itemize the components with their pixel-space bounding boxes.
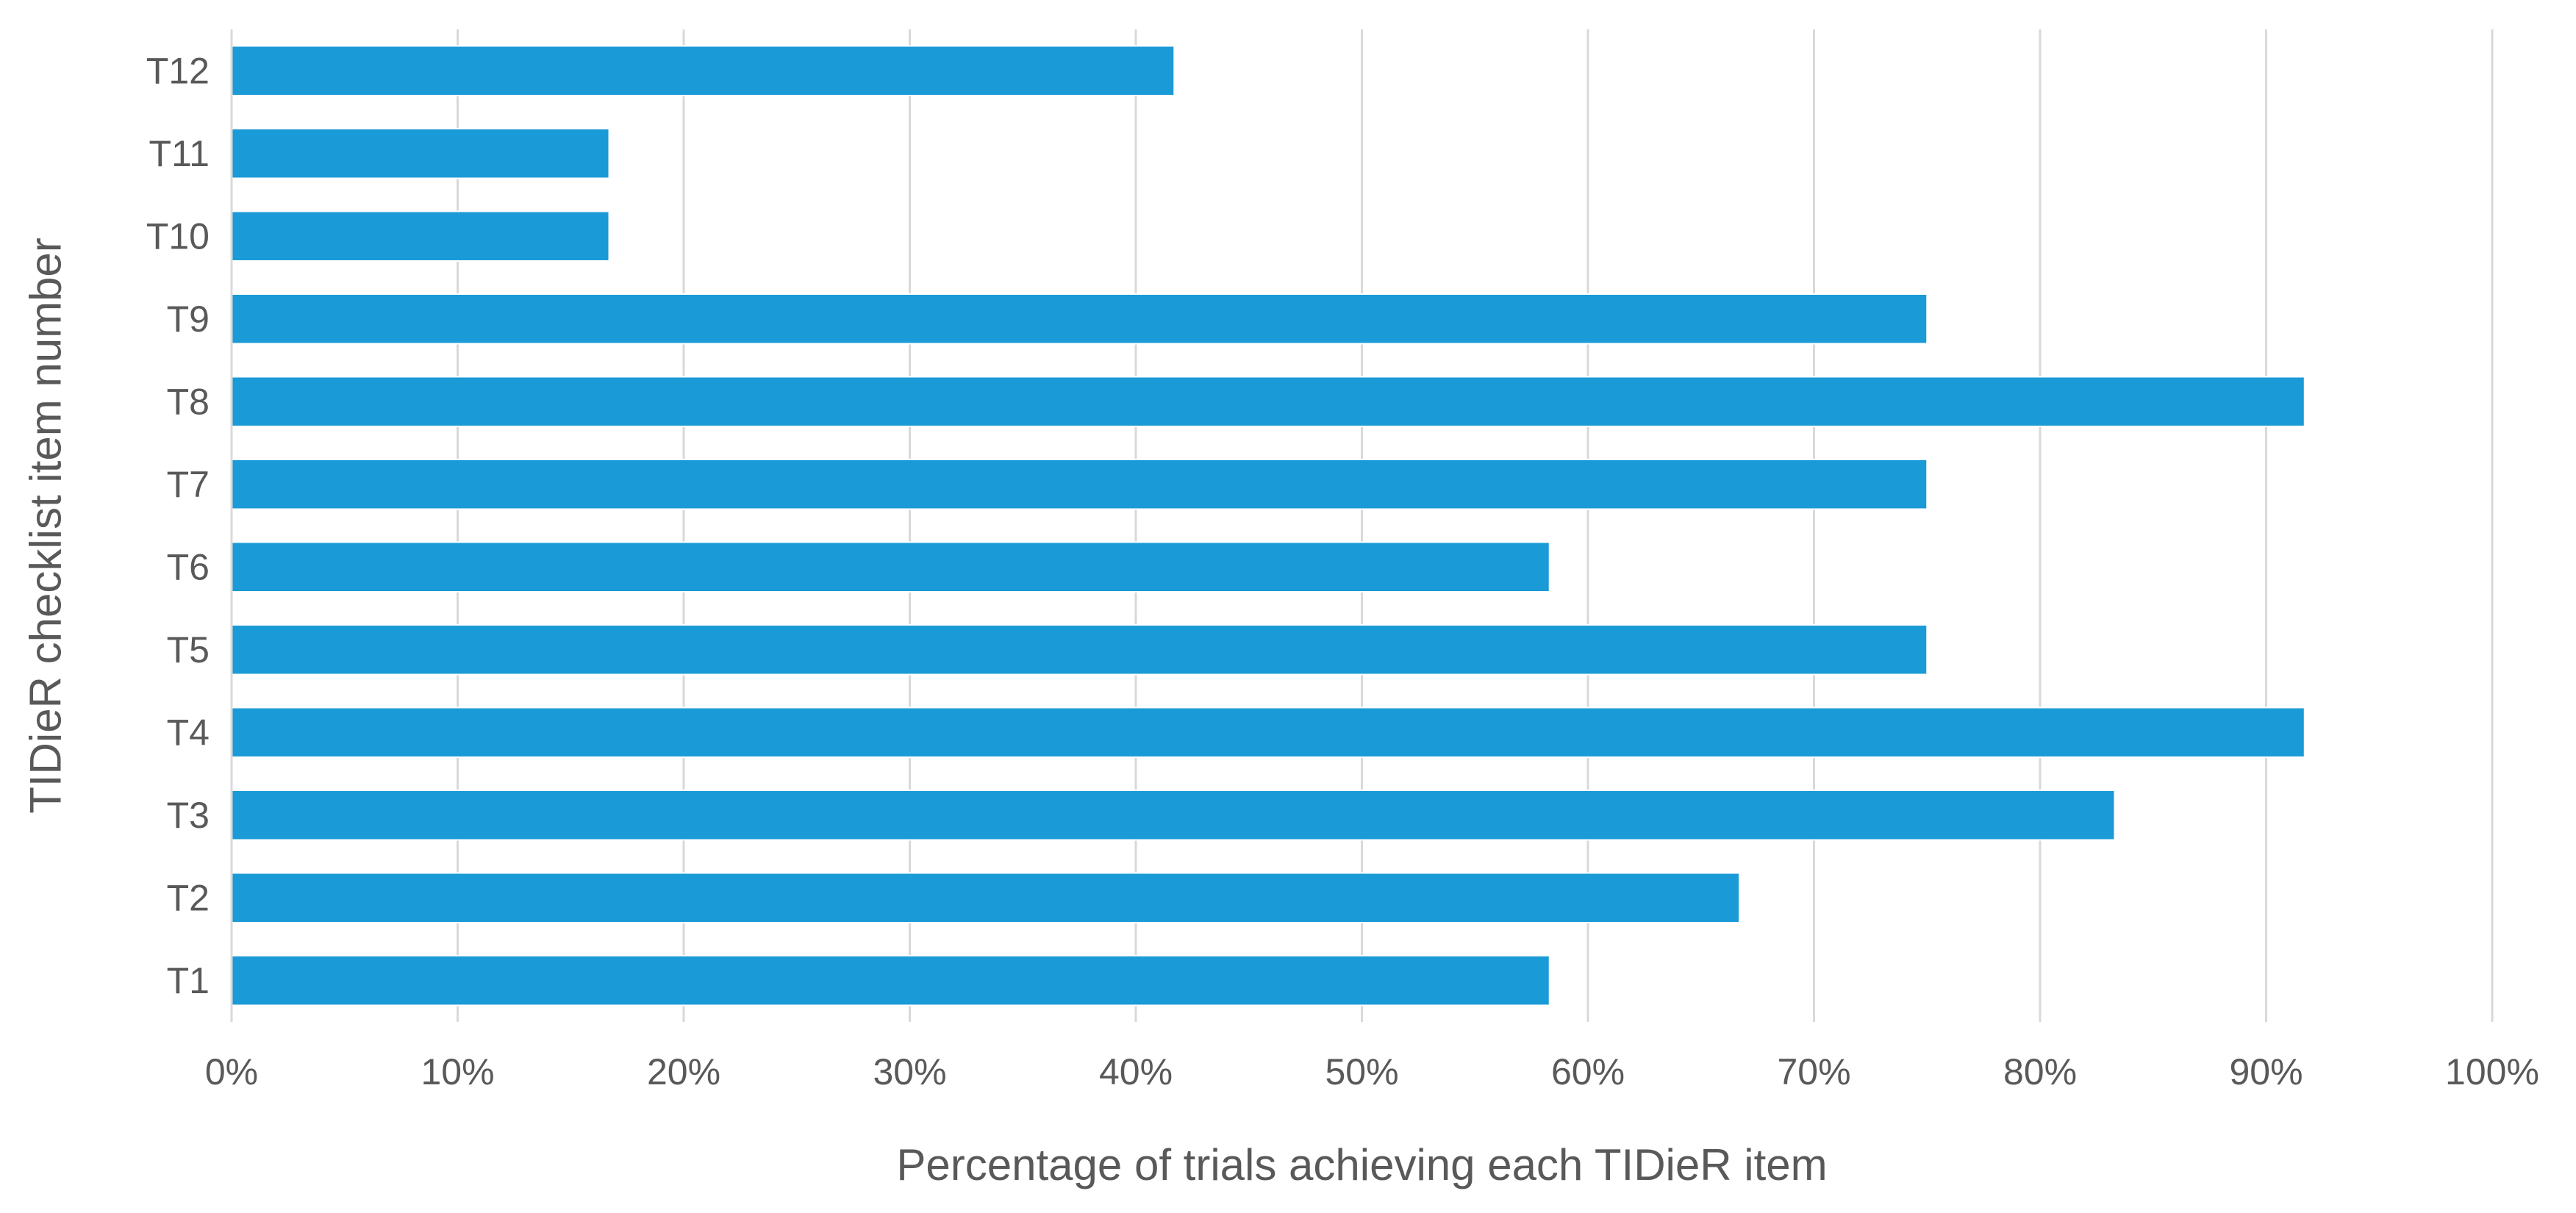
y-tick-label: T11 [149, 133, 210, 174]
x-axis-title: Percentage of trials achieving each TIDi… [896, 1140, 1827, 1189]
y-tick-label: T1 [167, 960, 210, 1001]
bar-t3 [231, 790, 2116, 841]
bar-t2 [231, 872, 1741, 923]
x-tick-label: 80% [2003, 1051, 2077, 1092]
x-axis-tick-labels: 0% 10% 20% 30% 40% 50% 60% 70% 80% 90% 100% [205, 1051, 2539, 1092]
y-axis-title: TIDieR checklist item number [21, 237, 71, 814]
bar-t5 [231, 624, 1928, 676]
bar-t8 [231, 376, 2305, 427]
gridlines [457, 29, 2494, 1022]
x-tick-label: 0% [205, 1051, 258, 1092]
x-tick-label: 50% [1325, 1051, 1398, 1092]
x-tick-label: 90% [2229, 1051, 2303, 1092]
x-tick-label: 20% [647, 1051, 720, 1092]
y-tick-label: T12 [146, 50, 210, 91]
x-tick-label: 30% [873, 1051, 946, 1092]
y-tick-label: T9 [167, 298, 210, 340]
x-tick-label: 60% [1551, 1051, 1625, 1092]
x-tick-label: 70% [1777, 1051, 1850, 1092]
bars [231, 45, 2305, 1006]
y-tick-label: T5 [167, 629, 210, 670]
y-tick-label: T8 [167, 381, 210, 422]
y-tick-label: T7 [167, 464, 210, 505]
y-tick-label: T4 [167, 712, 210, 753]
x-tick-label: 100% [2445, 1051, 2539, 1092]
bar-t11 [231, 128, 610, 179]
y-tick-label: T3 [167, 795, 210, 836]
x-tick-label: 40% [1099, 1051, 1173, 1092]
bar-t9 [231, 293, 1928, 345]
bar-t6 [231, 541, 1550, 593]
bar-t12 [231, 45, 1176, 96]
y-tick-label: T6 [167, 546, 210, 587]
y-axis-tick-labels: T1 T2 T3 T4 T5 T6 T7 T8 T9 T10 T11 T12 [146, 50, 210, 1001]
bar-t10 [231, 210, 610, 262]
bar-t7 [231, 459, 1928, 510]
bar-t4 [231, 706, 2305, 758]
bar-t1 [231, 955, 1550, 1006]
x-tick-label: 10% [421, 1051, 494, 1092]
y-tick-label: T10 [146, 215, 210, 257]
y-tick-label: T2 [167, 877, 210, 918]
